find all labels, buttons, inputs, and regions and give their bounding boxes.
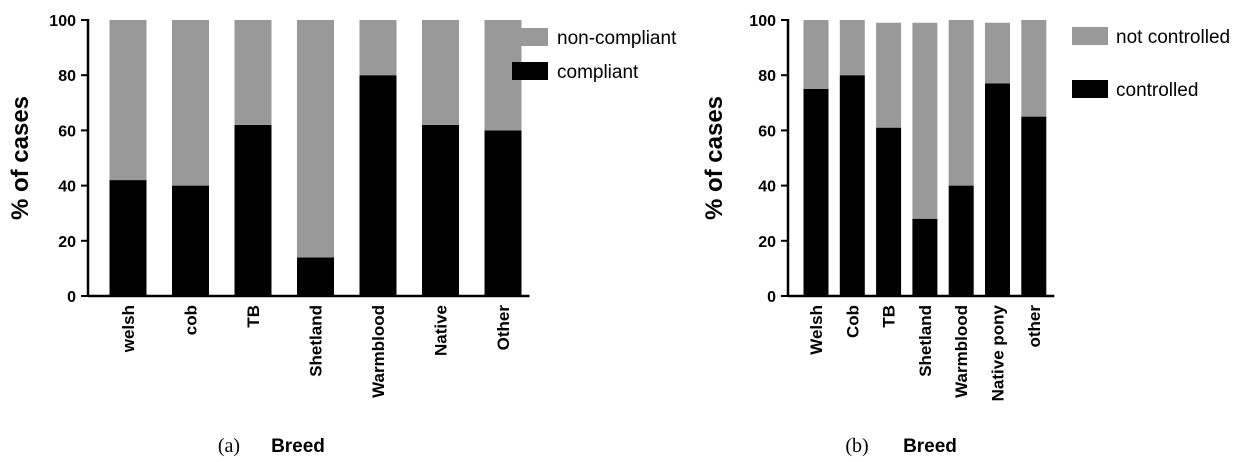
y-tick-label-a-1: 20	[58, 234, 76, 251]
bar-b-controlled-6	[1021, 116, 1047, 296]
x-axis-label-b: Breed	[903, 436, 957, 457]
legend-swatch-b-not-controlled	[1072, 27, 1108, 45]
bar-a-non-compliant-0	[109, 20, 147, 181]
legend-swatch-b-controlled	[1072, 80, 1108, 98]
x-axis-label-a: Breed	[271, 436, 325, 457]
x-tick-label-b-6: other	[1025, 305, 1044, 348]
y-tick-label-a-5: 100	[49, 13, 76, 30]
panel-label-b: (b)	[845, 435, 868, 457]
bar-b-controlled-3	[912, 218, 938, 296]
chart-panel-a: welsh cob TB Shetland Warmblood Native Other 0 2…	[7, 13, 677, 457]
y-tick-label-b-4: 80	[758, 68, 776, 85]
y-tick-label-b-5: 100	[749, 13, 776, 30]
y-tick-label-b-3: 60	[758, 123, 776, 140]
y-axis-label-b: % of cases	[701, 96, 728, 220]
legend-swatch-a-non-compliant	[512, 28, 548, 46]
x-tick-label-b-1: Cob	[843, 305, 862, 338]
bar-a-compliant-6	[484, 130, 522, 296]
x-tick-label-b-2: TB	[880, 305, 899, 328]
bar-b-controlled-5	[985, 83, 1010, 296]
bar-b-controlled-4	[948, 185, 974, 296]
bar-b-not-controlled-4	[948, 20, 974, 186]
bar-a-compliant-0	[109, 180, 147, 296]
legend-label-b-controlled: controlled	[1116, 80, 1198, 101]
bar-b-not-controlled-3	[912, 22, 938, 219]
x-tick-label-b-5: Native pony	[989, 304, 1008, 401]
bar-a-non-compliant-3	[297, 20, 334, 258]
bar-b-not-controlled-0	[803, 20, 829, 89]
legend-label-b-not-controlled: not controlled	[1116, 27, 1230, 48]
x-tick-label-a-4: Warmblood	[369, 305, 388, 398]
panel-label-a: (a)	[218, 435, 240, 457]
y-tick-label-a-0: 0	[67, 289, 76, 306]
bar-a-compliant-3	[297, 257, 334, 296]
bar-b-not-controlled-1	[839, 20, 865, 76]
y-axis-label-a: % of cases	[7, 96, 34, 220]
bar-a-non-compliant-5	[422, 20, 459, 125]
bar-b-not-controlled-6	[1021, 20, 1047, 117]
legend-label-a-compliant: compliant	[557, 62, 639, 83]
y-tick-label-b-1: 20	[758, 234, 776, 251]
y-tick-label-b-2: 40	[758, 179, 776, 196]
y-tick-label-a-2: 40	[58, 179, 76, 196]
bar-b-not-controlled-5	[985, 22, 1010, 84]
legend-label-a-non-compliant: non-compliant	[557, 28, 677, 49]
x-tick-label-a-0: welsh	[119, 305, 138, 353]
x-tick-label-a-2: TB	[244, 305, 263, 328]
y-tick-label-a-3: 60	[58, 123, 76, 140]
x-tick-label-b-4: Warmblood	[952, 305, 971, 398]
bar-b-not-controlled-2	[876, 22, 902, 128]
y-tick-label-a-4: 80	[58, 68, 76, 85]
x-tick-label-a-5: Native	[432, 305, 451, 356]
bar-a-compliant-1	[172, 185, 209, 296]
bar-a-non-compliant-1	[172, 20, 209, 186]
bar-a-non-compliant-2	[234, 20, 272, 125]
x-tick-label-a-6: Other	[494, 305, 513, 351]
bar-a-compliant-4	[359, 75, 397, 296]
bar-a-compliant-5	[422, 124, 459, 296]
x-tick-label-b-0: Welsh	[807, 305, 826, 355]
x-tick-label-a-1: cob	[182, 305, 201, 335]
bar-b-controlled-1	[839, 75, 865, 296]
x-tick-label-b-3: Shetland	[916, 305, 935, 377]
legend-swatch-a-compliant	[512, 62, 548, 80]
bar-b-controlled-0	[803, 89, 829, 296]
bar-a-compliant-2	[234, 124, 272, 296]
chart-panel-b: Welsh Cob TB Shetland Warmblood Native pony ot…	[701, 13, 1230, 457]
bar-a-non-compliant-4	[359, 20, 397, 76]
x-tick-label-a-3: Shetland	[307, 305, 326, 377]
y-tick-label-b-0: 0	[767, 289, 776, 306]
bar-b-controlled-2	[876, 127, 902, 296]
